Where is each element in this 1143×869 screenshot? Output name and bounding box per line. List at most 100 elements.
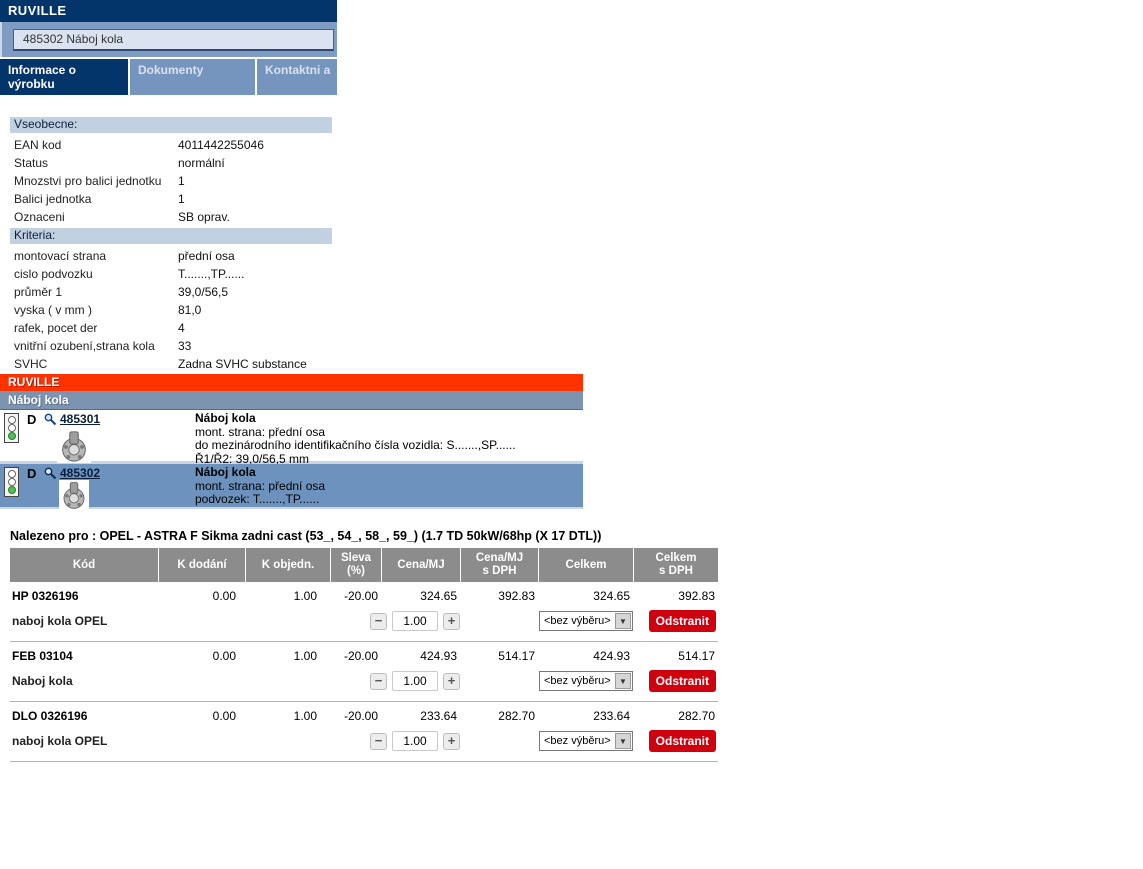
traffic-light-red — [7, 470, 16, 478]
basket-price-unit: 324.65 — [420, 589, 457, 603]
detail-row: EAN kod 4011442255046 — [10, 136, 332, 154]
basket-price-unit: 424.93 — [420, 649, 457, 663]
basket-row: DLO 0326196 0.00 1.00 -20.00 233.64 282.… — [10, 702, 718, 762]
detail-row: Status normální — [10, 154, 332, 172]
article-attr-line: podvozek: T.......,TP...... — [195, 492, 320, 506]
basket-total: 233.64 — [593, 709, 630, 723]
qty-decrease-button[interactable]: − — [370, 672, 387, 690]
detail-value: 1 — [178, 192, 185, 206]
order-select-cell: <bez výběru> ▼ — [539, 671, 633, 691]
quantity-stepper: − + — [331, 731, 460, 751]
remove-button[interactable]: Odstranit — [648, 730, 716, 752]
availability-traffic-light-icon — [4, 413, 19, 443]
article-row-485302-selected[interactable]: D 485302 Náboj kola mont. strana: přední… — [0, 464, 583, 510]
basket-row-controls: Naboj kola − + <bez výběru> ▼ Odstranit — [10, 669, 718, 693]
article-thumbnail-image[interactable] — [59, 480, 89, 510]
listing-category-bar: Náboj kola — [0, 391, 583, 410]
article-title: Náboj kola — [195, 465, 256, 479]
brand-header: RUVILLE — [0, 0, 337, 22]
article-row-485301[interactable]: D 485301 Náboj kola mont. strana: přední… — [0, 410, 583, 466]
detail-row: průměr 1 39,0/56,5 — [10, 283, 332, 301]
detail-value: 1 — [178, 174, 185, 188]
article-attr-line: Ř1/Ř2: 39,0/56,5 mm — [195, 451, 310, 466]
document-d-icon[interactable]: D — [27, 412, 37, 427]
basket-item-code: FEB 03104 — [12, 649, 73, 663]
basket-row-values: FEB 03104 0.00 1.00 -20.00 424.93 514.17… — [10, 646, 718, 666]
col-header-price-unit: Cena/MJ — [382, 548, 460, 582]
qty-decrease-button[interactable]: − — [370, 612, 387, 630]
chevron-down-icon[interactable]: ▼ — [615, 733, 631, 749]
magnifier-icon[interactable] — [44, 467, 57, 485]
basket-to-order: 1.00 — [293, 589, 317, 603]
col-header-to-order: K objedn. — [246, 548, 330, 582]
qty-increase-button[interactable]: + — [443, 672, 460, 690]
order-select-cell: <bez výběru> ▼ — [539, 611, 633, 631]
found-for-title: Nalezeno pro : OPEL - ASTRA F Sikma zadn… — [10, 529, 602, 543]
detail-value: 4011442255046 — [178, 138, 264, 152]
article-thumbnail-image[interactable] — [57, 429, 91, 463]
basket-row-controls: naboj kola OPEL − + <bez výběru> ▼ Odstr… — [10, 609, 718, 633]
quantity-stepper: − + — [331, 611, 460, 631]
chevron-down-icon[interactable]: ▼ — [615, 673, 631, 689]
basket-row: FEB 03104 0.00 1.00 -20.00 424.93 514.17… — [10, 642, 718, 702]
detail-row: SVHC Zadna SVHC substance — [10, 355, 332, 373]
basket-deliverable: 0.00 — [212, 649, 236, 663]
article-attr-line: mont. strana: přední osa — [195, 478, 326, 493]
basket-total-vat: 392.83 — [678, 589, 715, 603]
basket-section: Nalezeno pro : OPEL - ASTRA F Sikma zadn… — [10, 529, 718, 762]
basket-price-unit-vat: 514.17 — [498, 649, 535, 663]
remove-button[interactable]: Odstranit — [648, 670, 716, 692]
qty-input[interactable] — [392, 671, 438, 691]
product-details: Vseobecne: EAN kod 4011442255046 Status … — [10, 117, 332, 373]
detail-row: Oznaceni SB oprav. — [10, 208, 332, 226]
magnifier-icon[interactable] — [44, 413, 57, 431]
order-select-value: <bez výběru> — [544, 615, 611, 627]
chevron-down-icon[interactable]: ▼ — [615, 613, 631, 629]
basket-deliverable: 0.00 — [212, 709, 236, 723]
detail-label: EAN kod — [14, 138, 62, 152]
tab-contacts[interactable]: Kontaktni a — [257, 59, 337, 95]
detail-value: přední osa — [178, 249, 235, 263]
remove-button[interactable]: Odstranit — [648, 610, 716, 632]
qty-input[interactable] — [392, 731, 438, 751]
detail-value: 39,0/56,5 — [178, 285, 229, 299]
qty-decrease-button[interactable]: − — [370, 732, 387, 750]
part-selector[interactable]: 485302 Náboj kola — [13, 29, 334, 51]
qty-increase-button[interactable]: + — [443, 612, 460, 630]
basket-item-name: naboj kola OPEL — [12, 614, 108, 628]
article-number-link[interactable]: 485302 — [60, 466, 101, 480]
detail-value: Zadna SVHC substance — [178, 357, 307, 371]
col-header-total-vat: Celkem s DPH — [634, 548, 718, 582]
article-number-link[interactable]: 485301 — [60, 412, 101, 426]
detail-label: Mnozstvi pro balici jednotku — [14, 174, 162, 188]
detail-label: rafek, pocet der — [14, 321, 98, 335]
detail-label: Balici jednotka — [14, 192, 92, 206]
detail-label: průměr 1 — [14, 285, 63, 299]
detail-label: Status — [14, 156, 49, 170]
article-description: Náboj kola mont. strana: přední osa do m… — [195, 410, 583, 466]
col-header-code: Kód — [10, 548, 158, 582]
basket-discount: -20.00 — [343, 709, 378, 723]
order-select[interactable]: <bez výběru> ▼ — [539, 671, 633, 691]
remove-cell: Odstranit — [634, 730, 718, 752]
qty-input[interactable] — [392, 611, 438, 631]
detail-value: 81,0 — [178, 303, 202, 317]
product-info-panel: RUVILLE 485302 Náboj kola Informace o vý… — [0, 0, 337, 373]
traffic-light-yellow — [7, 478, 16, 486]
basket-row-controls: naboj kola OPEL − + <bez výběru> ▼ Odstr… — [10, 729, 718, 753]
basket-item-code: HP 0326196 — [12, 589, 79, 603]
tab-documents[interactable]: Dokumenty — [130, 59, 255, 95]
tab-product-info[interactable]: Informace o výrobku — [0, 59, 128, 95]
detail-value: 4 — [178, 321, 185, 335]
order-select[interactable]: <bez výběru> ▼ — [539, 611, 633, 631]
part-selector-area: 485302 Náboj kola — [0, 22, 337, 57]
detail-value: SB oprav. — [178, 210, 230, 224]
document-d-icon[interactable]: D — [27, 466, 37, 481]
basket-item-code: DLO 0326196 — [12, 709, 88, 723]
qty-increase-button[interactable]: + — [443, 732, 460, 750]
detail-row: vnitřní ozubení,strana kola 33 — [10, 337, 332, 355]
order-select[interactable]: <bez výběru> ▼ — [539, 731, 633, 751]
basket-item-name: naboj kola OPEL — [12, 734, 108, 748]
detail-value: 33 — [178, 339, 192, 353]
article-listing: RUVILLE Náboj kola D 485301 Náboj kola m… — [0, 374, 583, 510]
